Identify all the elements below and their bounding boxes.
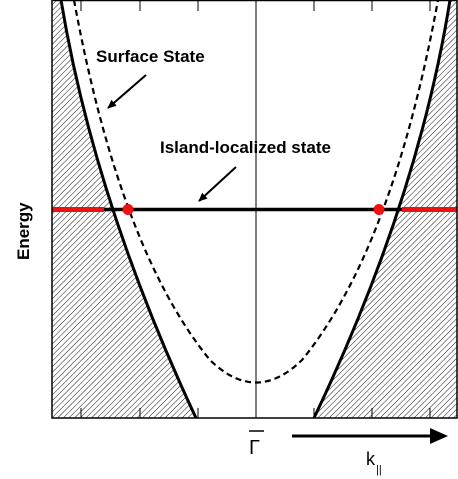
energy-axis-label: Energy [14, 202, 33, 260]
bulk-band-edge-right [312, 0, 452, 418]
arrow-icon [198, 166, 237, 202]
k-axis-arrowhead [430, 428, 448, 444]
axis-ticks [80, 1, 431, 418]
intersection-dot-left [122, 204, 134, 215]
bulk-continuum [52, 0, 457, 418]
surface-state-label: Surface State [96, 47, 205, 66]
bulk-band-edge-left [59, 0, 198, 418]
arrow-icon [107, 74, 147, 109]
k-axis-subscript: || [376, 464, 382, 476]
k-axis-label: k [366, 449, 376, 469]
intersection-dot-right [373, 204, 385, 215]
gamma-point-label: Γ [249, 437, 260, 459]
plot-frame [51, 0, 458, 419]
surface-state-curve [72, 0, 440, 384]
bulk-region-left [52, 0, 196, 418]
island-state-label: Island-localized state [160, 138, 331, 157]
bulk-region-right [314, 0, 457, 418]
